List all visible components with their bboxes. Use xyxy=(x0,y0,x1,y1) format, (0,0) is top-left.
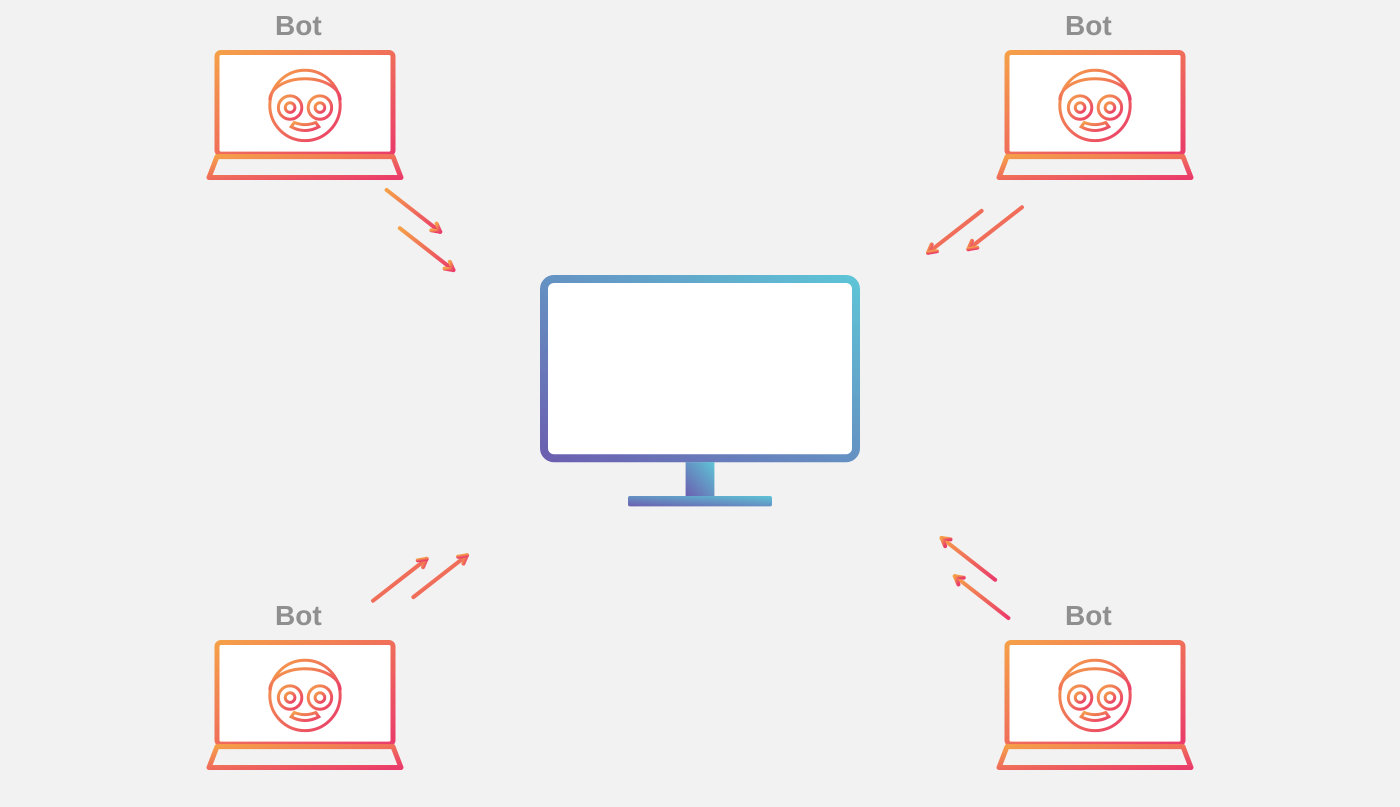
bot-br-label: Bot xyxy=(1065,600,1112,632)
bot-tr-label: Bot xyxy=(1065,10,1112,42)
attack-arrow xyxy=(387,190,441,232)
attack-arrow-head xyxy=(418,559,427,560)
diagram-canvas: Bot Bot xyxy=(0,0,1400,807)
bot-tl-label: Bot xyxy=(275,10,322,42)
attack-arrow-head xyxy=(458,555,467,556)
attack-arrow-head xyxy=(928,251,937,252)
attack-arrow xyxy=(955,576,1009,618)
attack-arrow xyxy=(942,538,996,580)
bot-bl-laptop xyxy=(205,640,405,775)
attack-arrow xyxy=(400,228,454,270)
bot-tr-laptop xyxy=(995,50,1195,185)
bot-br-laptop xyxy=(995,640,1195,775)
attack-arrow-head xyxy=(968,248,977,249)
bot-bl-label: Bot xyxy=(275,600,322,632)
target-monitor xyxy=(540,275,860,540)
bot-tl-laptop xyxy=(205,50,405,185)
